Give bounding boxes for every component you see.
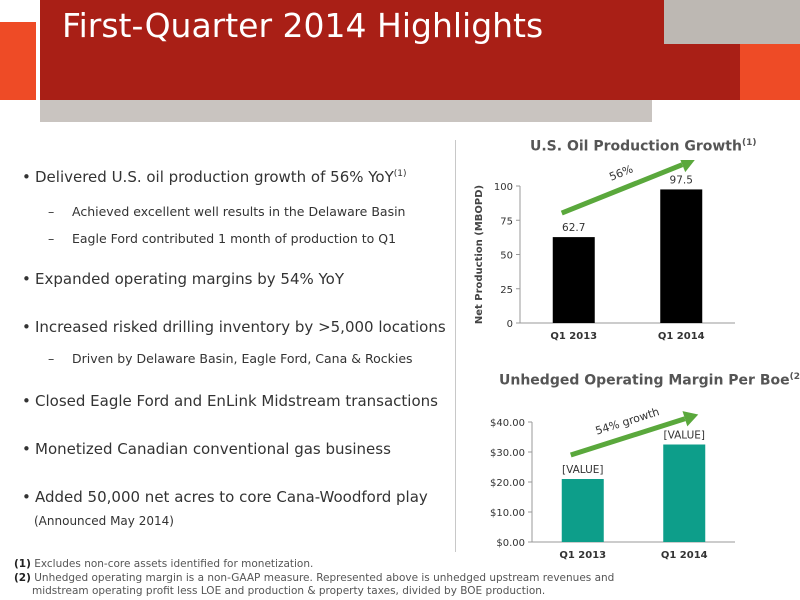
data-label: [VALUE] (562, 464, 604, 476)
y-tick-label: $30.00 (490, 448, 525, 459)
y-tick-label: 100 (494, 182, 513, 193)
header-banner (40, 0, 740, 100)
data-label: 97.5 (670, 174, 693, 186)
y-tick-label: 50 (500, 251, 513, 262)
column-divider (455, 140, 456, 552)
bar-q1-2014 (660, 189, 703, 323)
data-label: [VALUE] (663, 430, 705, 442)
chart-1-title: U.S. Oil Production Growth(1) (530, 138, 757, 155)
header-left-accent (0, 22, 36, 100)
growth-arrow-head (682, 411, 699, 427)
header-right-gray-block (664, 0, 800, 44)
y-tick-label: 25 (500, 285, 513, 296)
subbullet-eagle-ford: – Eagle Ford contributed 1 month of produ… (48, 231, 397, 246)
x-tick-label: Q1 2014 (661, 550, 708, 561)
x-tick-label: Q1 2013 (559, 550, 606, 561)
y-tick-label: $20.00 (490, 478, 525, 489)
oil-production-chart: 0 25 50 75 100 Net Production (MBOPD) Q1 2013 6… (474, 160, 735, 342)
growth-annotation: 54% growth (594, 405, 661, 437)
x-tick-label: Q1 2014 (658, 331, 705, 342)
subbullet-drivers: – Driven by Delaware Basin, Eagle Ford, C… (48, 351, 413, 366)
bullet-oil-growth: • Delivered U.S. oil production growth of… (22, 168, 407, 186)
bar-q1-2014 (663, 444, 706, 542)
data-label: 62.7 (562, 222, 585, 234)
y-tick-label: $10.00 (490, 508, 525, 519)
bullet-inventory: • Increased risked drilling inventory by … (22, 318, 446, 336)
header-right-orange-block (740, 44, 800, 100)
operating-margin-chart: $0.00 $10.00 $20.00 $30.00 $40.00 Q1 2013 [VAL… (490, 405, 735, 561)
growth-arrow (569, 416, 686, 458)
growth-annotation: 56% (607, 162, 635, 183)
growth-arrow (560, 162, 684, 216)
chart-2-title: Unhedged Operating Margin Per Boe(2) (499, 372, 800, 389)
x-tick-label: Q1 2013 (550, 331, 597, 342)
bullet-canadian-gas: • Monetized Canadian conventional gas bus… (22, 440, 391, 458)
announced-note: (Announced May 2014) (34, 514, 174, 528)
bullet-transactions: • Closed Eagle Ford and EnLink Midstream … (22, 392, 438, 410)
bar-q1-2013 (552, 237, 595, 323)
y-tick-label: $0.00 (496, 538, 525, 549)
bullet-margins: • Expanded operating margins by 54% YoY (22, 270, 345, 288)
y-axis-label: Net Production (MBOPD) (474, 185, 485, 324)
bullet-cana-woodford: • Added 50,000 net acres to core Cana-Woo… (22, 488, 428, 506)
page-title: First-Quarter 2014 Highlights (62, 6, 544, 45)
footnote-2-continued: midstream operating profit less LOE and … (32, 585, 546, 597)
footnote-1: (1) Excludes non-core assets identified … (14, 558, 314, 570)
growth-arrow-head (680, 160, 695, 173)
y-tick-label: 75 (500, 216, 513, 227)
bar-q1-2013 (561, 479, 604, 542)
y-tick-label: 0 (507, 319, 513, 330)
subbullet-delaware: – Achieved excellent well results in the … (48, 204, 406, 219)
y-tick-label: $40.00 (490, 418, 525, 429)
footnote-2: (2) Unhedged operating margin is a non-G… (14, 572, 615, 584)
